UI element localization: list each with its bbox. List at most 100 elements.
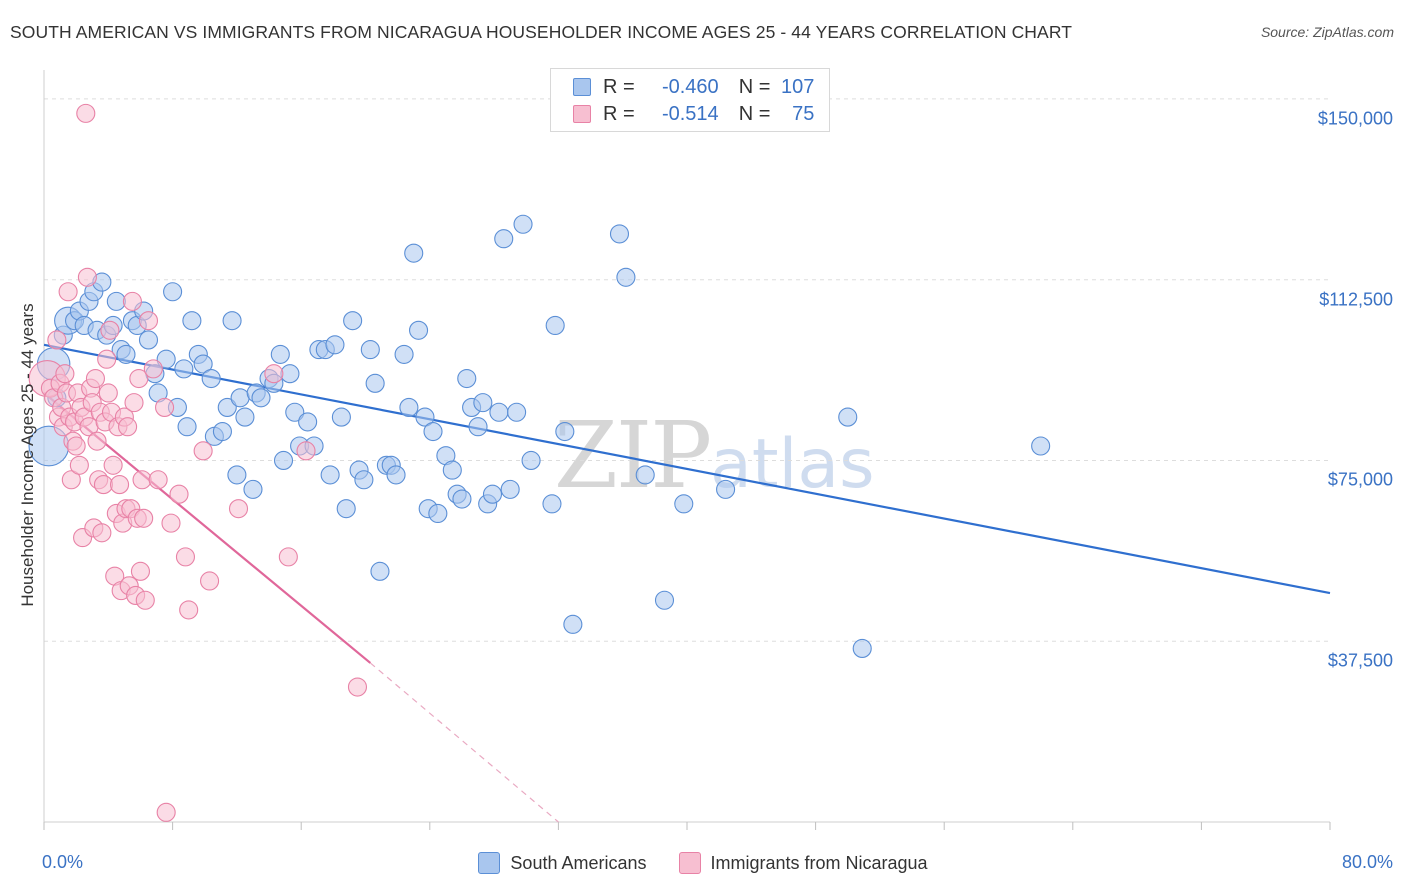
- source-label: Source: ZipAtlas.com: [1260, 24, 1394, 40]
- stats-legend: R = -0.460 N = 107 R = -0.514 N = 75: [550, 68, 830, 132]
- legend-r-value: -0.460: [661, 75, 719, 98]
- chart-title: SOUTH AMERICAN VS IMMIGRANTS FROM NICARA…: [10, 22, 1073, 42]
- point-south-americans: [163, 282, 183, 302]
- point-nicaragua: [148, 470, 168, 490]
- point-south-americans: [280, 364, 300, 384]
- point-south-americans: [852, 638, 872, 659]
- point-south-americans: [106, 291, 126, 311]
- point-nicaragua: [77, 267, 97, 287]
- point-south-americans: [177, 417, 197, 437]
- point-south-americans: [360, 340, 380, 360]
- point-south-americans: [370, 561, 390, 581]
- legend-row-south-americans: R = -0.460 N = 107: [573, 75, 814, 99]
- point-nicaragua: [66, 436, 86, 456]
- point-south-americans: [365, 373, 385, 393]
- point-south-americans: [415, 407, 435, 427]
- point-nicaragua: [278, 547, 298, 567]
- point-south-americans: [468, 417, 488, 437]
- point-south-americans: [507, 402, 527, 422]
- legend-row-nicaragua: R = -0.514 N = 75: [573, 102, 814, 126]
- point-south-americans: [609, 224, 630, 244]
- point-nicaragua: [179, 600, 199, 620]
- point-south-americans: [270, 344, 290, 364]
- point-south-americans: [442, 460, 462, 480]
- legend-swatch-blue: [478, 852, 501, 874]
- legend-swatch-pink: [678, 852, 701, 874]
- watermark: ZIPatlas: [554, 402, 875, 509]
- legend-item-nicaragua: Immigrants from Nicaragua: [678, 852, 928, 874]
- point-south-americans: [386, 465, 406, 485]
- point-nicaragua: [58, 282, 78, 302]
- point-nicaragua: [47, 330, 67, 350]
- point-south-americans: [230, 388, 250, 408]
- point-nicaragua: [169, 484, 189, 504]
- watermark-atlas: atlas: [710, 425, 875, 504]
- point-south-americans: [235, 407, 255, 427]
- point-nicaragua: [175, 547, 196, 567]
- point-nicaragua: [143, 359, 163, 379]
- point-south-americans: [674, 494, 694, 514]
- point-south-americans: [838, 407, 858, 427]
- y-axis-label: Householder Income Ages 25 - 44 years: [18, 303, 37, 607]
- point-south-americans: [201, 368, 221, 389]
- point-nicaragua: [103, 455, 123, 475]
- legend-n-label: N =: [738, 75, 771, 98]
- point-south-americans: [457, 368, 477, 389]
- point-south-americans: [116, 344, 136, 364]
- point-south-americans: [489, 402, 509, 422]
- point-south-americans: [331, 407, 351, 427]
- point-south-americans: [542, 494, 562, 514]
- legend-label: Immigrants from Nicaragua: [710, 852, 928, 873]
- point-nicaragua: [61, 470, 81, 490]
- y-tick-label: $75,000: [1327, 469, 1393, 490]
- legend-label: South Americans: [510, 852, 647, 873]
- legend-n-value: 107: [781, 75, 815, 98]
- point-nicaragua: [55, 364, 75, 384]
- point-nicaragua: [228, 499, 249, 519]
- point-south-americans: [521, 450, 541, 471]
- point-south-americans: [212, 421, 232, 442]
- point-south-americans: [500, 479, 520, 499]
- point-south-americans: [452, 489, 472, 509]
- point-south-americans: [513, 214, 533, 234]
- point-nicaragua: [156, 802, 176, 822]
- point-nicaragua: [296, 441, 316, 461]
- point-nicaragua: [85, 368, 105, 389]
- point-south-americans: [343, 311, 363, 331]
- point-nicaragua: [347, 677, 368, 697]
- data-points: [28, 103, 1051, 822]
- point-south-americans: [243, 479, 263, 499]
- point-south-americans: [404, 243, 424, 263]
- point-nicaragua: [138, 311, 159, 331]
- point-south-americans: [320, 465, 340, 485]
- point-nicaragua: [76, 103, 96, 123]
- point-nicaragua: [264, 364, 284, 384]
- watermark-zip: ZIP: [554, 402, 712, 509]
- point-south-americans: [635, 465, 655, 485]
- point-south-americans: [616, 267, 636, 287]
- point-nicaragua: [155, 397, 175, 417]
- point-nicaragua: [132, 470, 152, 490]
- y-tick-label: $37,500: [1327, 650, 1393, 671]
- point-nicaragua: [200, 571, 220, 591]
- legend-n-label: N =: [738, 102, 771, 125]
- point-south-americans: [482, 484, 503, 504]
- point-nicaragua: [118, 417, 138, 437]
- point-nicaragua: [122, 291, 142, 311]
- axes: [43, 70, 1331, 830]
- y-tick-label: $112,500: [1319, 289, 1393, 310]
- point-nicaragua: [98, 383, 118, 403]
- point-south-americans: [1031, 436, 1051, 456]
- point-south-americans: [138, 330, 159, 350]
- legend-r-value: -0.514: [661, 102, 719, 125]
- point-nicaragua: [124, 393, 144, 413]
- point-nicaragua: [134, 508, 154, 528]
- point-south-americans: [298, 412, 318, 432]
- point-south-americans: [251, 388, 271, 408]
- point-south-americans: [399, 397, 419, 417]
- point-south-americans: [193, 354, 213, 374]
- point-south-americans: [555, 421, 575, 442]
- point-south-americans: [563, 614, 583, 634]
- point-south-americans: [285, 402, 305, 422]
